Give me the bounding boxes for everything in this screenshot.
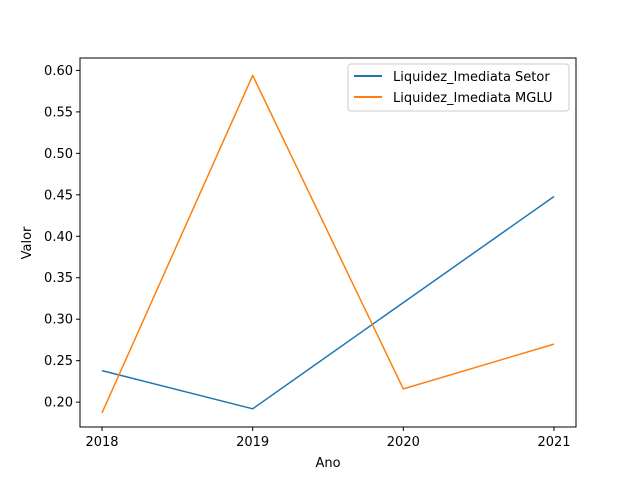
series-line-0 [101, 195, 555, 410]
axes-frame [79, 57, 577, 428]
y-axis-label: Valor [20, 226, 35, 259]
legend-box [347, 63, 570, 112]
y-tick-label: 0.35 [44, 271, 73, 286]
x-axis-ticks: 2018 2019 2020 2021 [85, 427, 571, 450]
x-axis-label: Ano [315, 456, 340, 471]
x-tick-label: 2020 [387, 435, 420, 450]
x-tick-label: 2018 [85, 435, 118, 450]
legend-label-setor: Liquidez_Imediata Setor [393, 70, 550, 85]
legend: Liquidez_Imediata Setor Liquidez_Imediat… [347, 63, 570, 112]
y-tick-label: 0.45 [44, 188, 73, 203]
legend-label-mglu: Liquidez_Imediata MGLU [393, 91, 552, 106]
y-tick-label: 0.25 [44, 354, 73, 369]
y-tick-label: 0.50 [44, 147, 73, 162]
series-line-1 [101, 74, 555, 414]
y-tick-label: 0.55 [44, 105, 73, 120]
y-axis-ticks: 0.20 0.25 0.30 0.35 0.40 0.45 0.50 0.55 0.60 [44, 64, 80, 411]
y-tick-label: 0.40 [44, 230, 73, 245]
x-tick-label: 2021 [537, 435, 570, 450]
series-layer [101, 74, 555, 414]
y-tick-label: 0.30 [44, 313, 73, 328]
axes-layer [79, 57, 577, 428]
x-tick-label: 2019 [236, 435, 269, 450]
y-tick-label: 0.60 [44, 64, 73, 79]
plot-area [80, 58, 576, 427]
y-tick-label: 0.20 [44, 396, 73, 411]
